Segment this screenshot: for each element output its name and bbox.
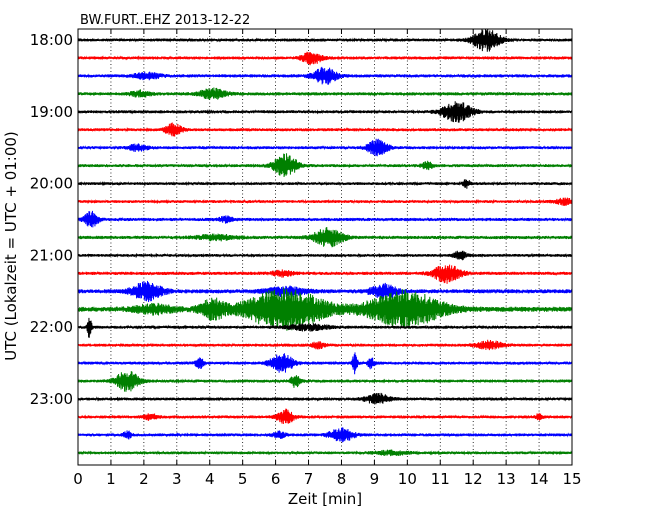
y-tick-label-5: 23:00 [30,390,73,408]
y-tick-label-2: 20:00 [30,175,73,193]
x-tick-label-13: 13 [497,470,516,488]
trace-2315 [77,408,573,424]
trace-2045 [77,226,573,248]
trace-2215 [77,339,573,351]
trace-2345 [77,449,573,457]
trace-2145 [77,287,573,331]
x-tick-label-1: 1 [106,470,116,488]
trace-1815 [77,51,573,66]
x-tick-label-9: 9 [370,470,380,488]
x-tick-label-8: 8 [337,470,347,488]
trace-1800 [77,28,573,52]
trace-layer [77,28,573,457]
x-tick-label-10: 10 [398,470,417,488]
trace-1830 [77,66,573,85]
trace-1845 [77,87,573,101]
x-tick-label-11: 11 [431,470,450,488]
y-tick-label-4: 22:00 [30,318,73,336]
axis-ticks: 0 1 2 3 4 5 6 7 8 9 10 11 12 13 14 1518:0019:0020:0021:… [30,29,582,488]
trace-2015 [77,197,573,206]
trace-2130 [77,280,573,302]
trace-2230 [77,352,573,375]
trace-2000 [77,179,573,189]
x-tick-label-4: 4 [205,470,215,488]
x-tick-label-5: 5 [238,470,248,488]
y-tick-label-1: 19:00 [30,103,73,121]
x-tick-label-12: 12 [464,470,483,488]
trace-2245 [77,371,573,392]
trace-1945 [77,153,573,177]
x-tick-label-0: 0 [73,470,83,488]
trace-1930 [77,138,573,157]
plot-frame [77,28,573,466]
y-tick-label-0: 18:00 [30,31,73,49]
trace-1915 [77,122,573,137]
trace-2330 [77,427,573,443]
trace-2030 [77,210,573,228]
y-axis-label: UTC (Lokalzeit = UTC + 01:00) [2,131,20,361]
trace-2100 [77,250,573,261]
trace-2115 [77,264,573,284]
x-tick-label-2: 2 [139,470,149,488]
x-tick-label-3: 3 [172,470,182,488]
x-tick-label-7: 7 [304,470,314,488]
y-tick-label-3: 21:00 [30,246,73,264]
trace-2200 [77,317,573,338]
x-axis-label: Zeit [min] [288,490,362,508]
x-tick-label-14: 14 [530,470,549,488]
chart-title: BW.FURT..EHZ 2013-12-22 [80,13,250,28]
trace-1900 [77,101,573,123]
x-tick-label-15: 15 [562,470,581,488]
x-tick-label-6: 6 [271,470,281,488]
trace-2300 [77,392,573,405]
